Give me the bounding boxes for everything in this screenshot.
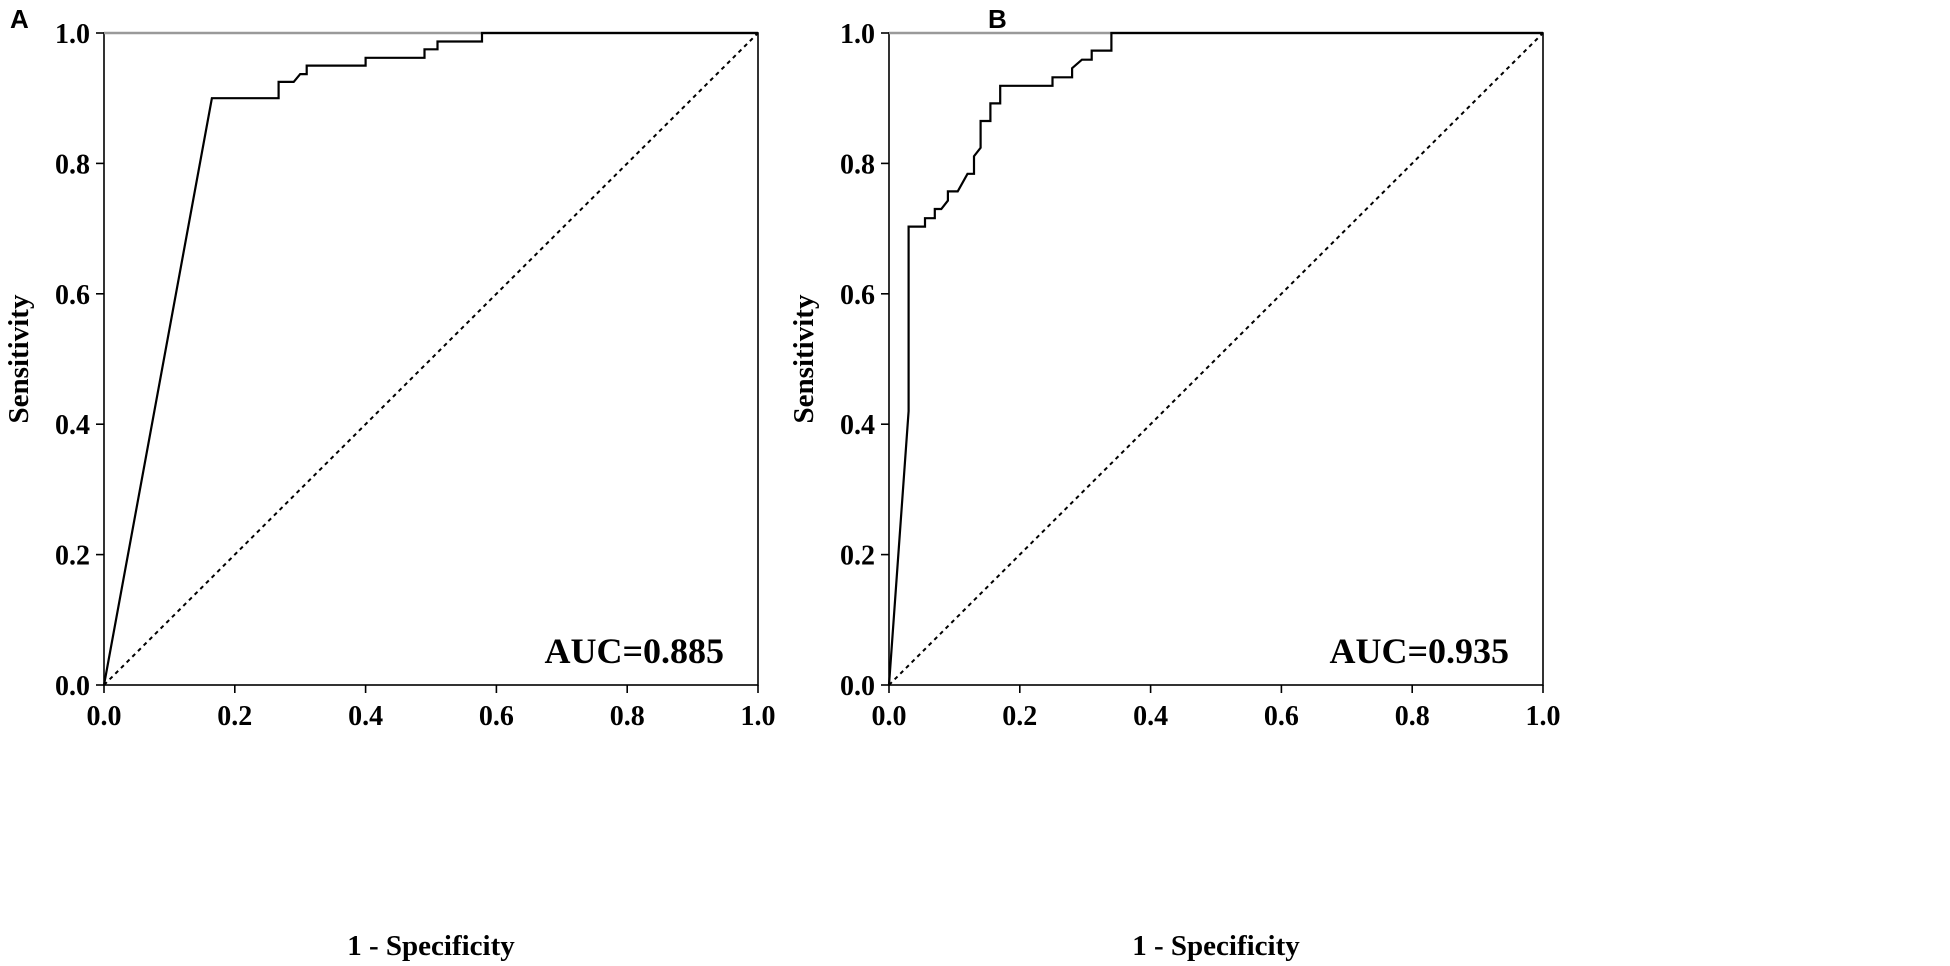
panel-a-roc-curve [102, 31, 758, 686]
panel-b-x-tick-label: 0.8 [1395, 701, 1430, 732]
panel-b-y-tick-label: 1.0 [840, 19, 875, 50]
panel-a-x-tick-label: 0.6 [479, 701, 514, 732]
panel-b-y-tick-label: 0.4 [840, 410, 875, 441]
panel-b-auc-annotation: AUC=0.935 [1329, 631, 1509, 671]
panel-b-x-tick-label: 0.4 [1133, 701, 1168, 732]
panel-b-x-tick-label: 1.0 [1526, 701, 1561, 732]
panel-b-y-tick-label: 0.6 [840, 280, 875, 311]
panel-b-y-tick-label: 0.0 [840, 671, 875, 702]
panel-a-x-tick-label: 0.4 [348, 701, 383, 732]
panel-b-y-axis-title: Sensitivity [788, 294, 820, 423]
panel-a-x-tick-label: 1.0 [741, 701, 776, 732]
panel-a-y-tick-label: 0.2 [55, 541, 90, 572]
panel-b-y-tick-label: 0.2 [840, 541, 875, 572]
panel-b-reference-diagonal [888, 32, 1544, 686]
panel-b: B 0.0 0.2 0.4 0.6 0.8 1.0 0.0 0.2 0.4 0.… [788, 4, 1561, 962]
panel-a-reference-diagonal [103, 32, 759, 686]
panel-b-x-tick-label: 0.6 [1264, 701, 1299, 732]
panel-a: A 0.0 0.2 0.4 0.6 0.8 1.0 0.0 0.2 0.4 0.… [3, 4, 776, 962]
panel-a-x-tick-label: 0.2 [217, 701, 252, 732]
panel-a-letter: A [10, 4, 29, 34]
panel-b-x-tick-label: 0.0 [872, 701, 907, 732]
panel-b-ticks [881, 32, 1544, 693]
panel-a-x-axis-title: 1 - Specificity [347, 930, 515, 962]
panel-a-y-axis-title: Sensitivity [3, 294, 35, 423]
panel-b-roc-curve [887, 31, 1543, 686]
panel-a-auc-annotation: AUC=0.885 [544, 631, 724, 671]
panel-a-y-tick-label: 0.4 [55, 410, 90, 441]
panel-a-x-tick-label: 0.8 [610, 701, 645, 732]
panel-a-ticks [96, 32, 759, 693]
panel-b-letter: B [988, 4, 1007, 34]
panel-b-x-tick-label: 0.2 [1002, 701, 1037, 732]
panel-a-y-tick-label: 0.8 [55, 149, 90, 180]
panel-b-y-tick-label: 0.8 [840, 149, 875, 180]
panel-a-y-tick-label: 0.0 [55, 671, 90, 702]
panel-a-y-tick-label: 1.0 [55, 19, 90, 50]
panel-b-x-axis-title: 1 - Specificity [1132, 930, 1300, 962]
panel-a-x-tick-label: 0.0 [87, 701, 122, 732]
panel-a-y-tick-label: 0.6 [55, 280, 90, 311]
